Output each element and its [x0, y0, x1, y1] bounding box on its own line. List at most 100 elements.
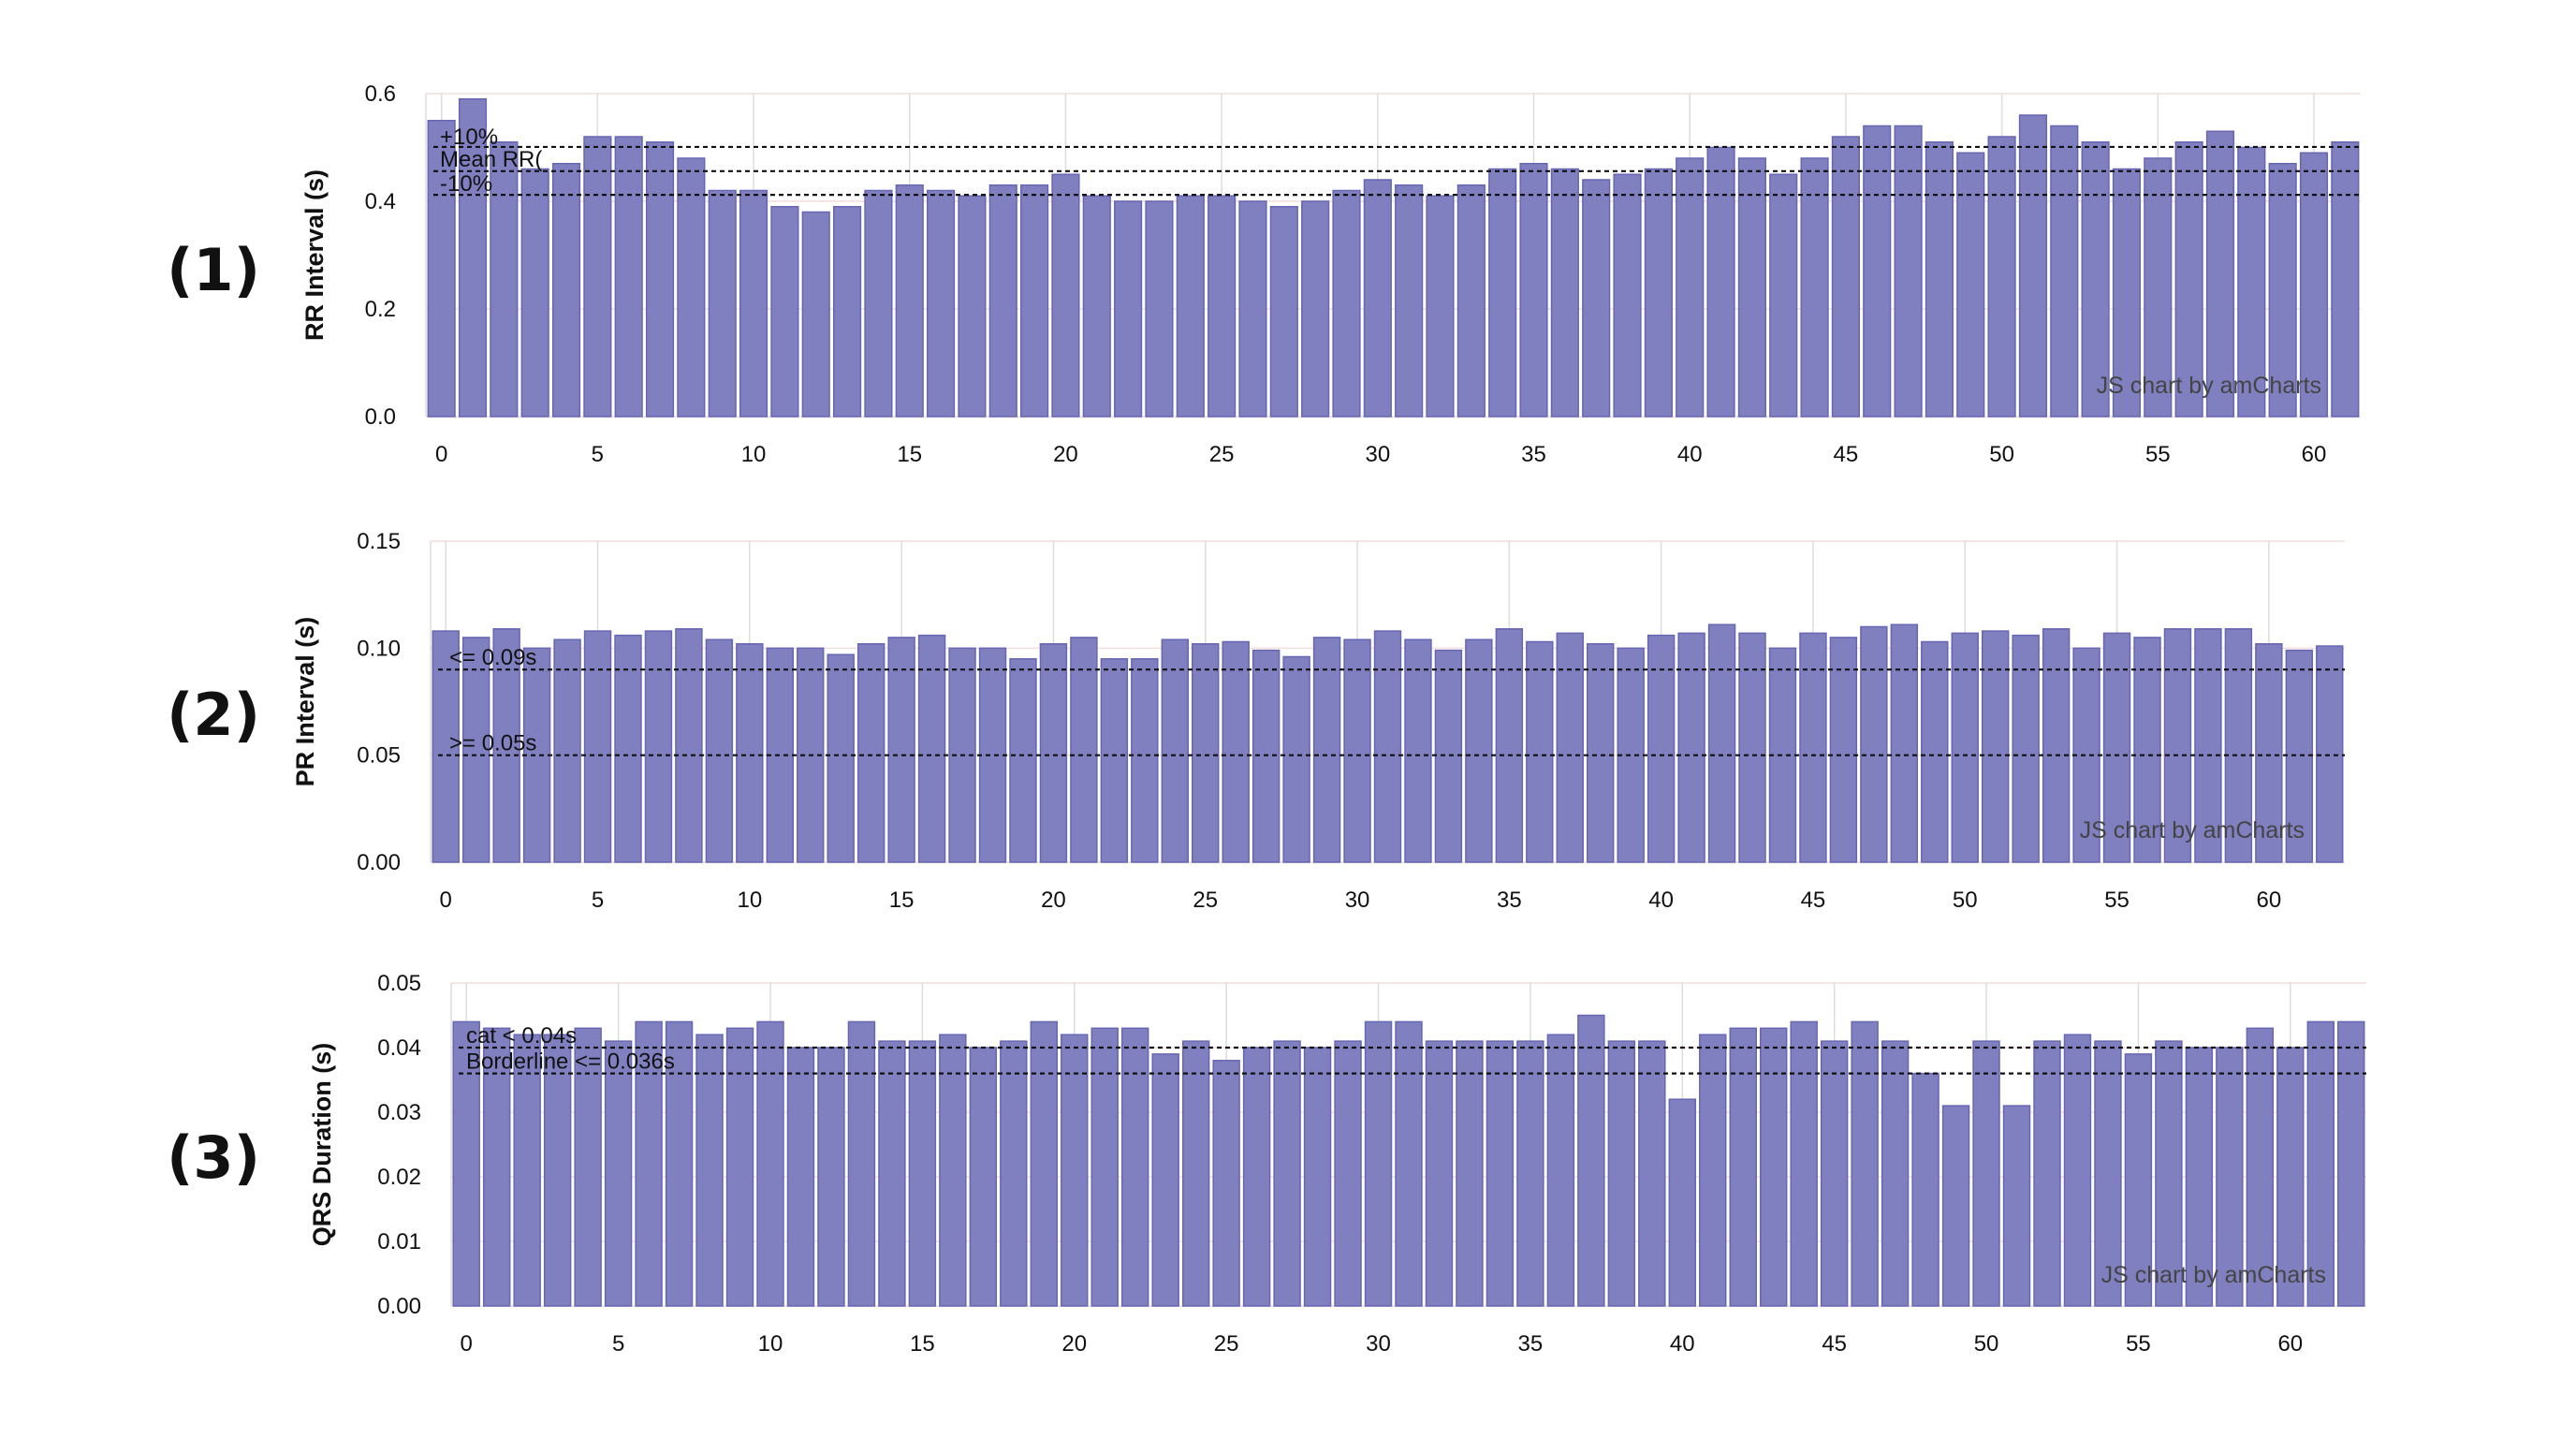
bar[interactable] — [1192, 643, 1220, 863]
bar[interactable] — [520, 168, 549, 418]
bar[interactable] — [847, 1020, 876, 1307]
bar[interactable] — [958, 195, 987, 418]
bar[interactable] — [665, 1020, 694, 1307]
bar[interactable] — [432, 630, 460, 863]
bar[interactable] — [1251, 649, 1281, 863]
bar[interactable] — [927, 189, 956, 418]
bar[interactable] — [2205, 130, 2235, 418]
bar[interactable] — [1799, 632, 1827, 863]
bar[interactable] — [2163, 628, 2192, 863]
bar[interactable] — [1238, 200, 1267, 418]
bar[interactable] — [2306, 1020, 2335, 1307]
bar[interactable] — [2174, 141, 2203, 418]
bar[interactable] — [2081, 141, 2110, 418]
bar[interactable] — [1526, 640, 1554, 863]
bar[interactable] — [2124, 1053, 2153, 1307]
bar[interactable] — [2012, 634, 2040, 863]
bar[interactable] — [2185, 1047, 2214, 1307]
bar[interactable] — [1303, 1047, 1332, 1307]
bar[interactable] — [1894, 125, 1923, 418]
bar[interactable] — [1831, 136, 1860, 418]
bar[interactable] — [452, 1020, 480, 1307]
amcharts-credit[interactable]: JS chart by amCharts — [2080, 817, 2305, 844]
bar[interactable] — [887, 637, 915, 863]
bar[interactable] — [736, 643, 764, 863]
bar[interactable] — [908, 1040, 937, 1307]
bar[interactable] — [1082, 195, 1111, 418]
bar[interactable] — [1181, 1040, 1210, 1307]
bar[interactable] — [1582, 179, 1611, 418]
bar[interactable] — [1546, 1034, 1575, 1307]
bar[interactable] — [695, 1034, 724, 1307]
bar[interactable] — [492, 628, 520, 863]
bar[interactable] — [1100, 658, 1129, 863]
bar[interactable] — [1145, 200, 1174, 418]
bar[interactable] — [988, 184, 1017, 418]
bar[interactable] — [490, 141, 519, 418]
bar[interactable] — [2155, 1040, 2183, 1307]
bar[interactable] — [2094, 1040, 2122, 1307]
bar[interactable] — [878, 1040, 906, 1307]
bar[interactable] — [1890, 624, 1919, 863]
bar[interactable] — [1647, 634, 1676, 863]
bar[interactable] — [1364, 1020, 1393, 1307]
bar[interactable] — [1972, 1040, 2000, 1307]
bar[interactable] — [583, 136, 612, 418]
bar[interactable] — [1607, 1040, 1636, 1307]
bar[interactable] — [1176, 195, 1205, 418]
bar[interactable] — [1332, 189, 1361, 418]
bar[interactable] — [1956, 152, 1985, 418]
bar[interactable] — [1425, 1040, 1454, 1307]
bar[interactable] — [1426, 195, 1455, 418]
bar[interactable] — [708, 189, 737, 418]
amcharts-credit[interactable]: JS chart by amCharts — [2097, 373, 2321, 399]
bar[interactable] — [645, 141, 675, 418]
bar[interactable] — [1668, 1098, 1697, 1307]
bar[interactable] — [2331, 141, 2360, 418]
bar[interactable] — [856, 643, 886, 863]
bar[interactable] — [604, 1040, 633, 1307]
bar[interactable] — [1242, 1047, 1271, 1307]
bar[interactable] — [644, 630, 673, 863]
bar[interactable] — [786, 1047, 815, 1307]
bar[interactable] — [2316, 645, 2344, 863]
bar[interactable] — [1301, 200, 1330, 418]
bar[interactable] — [2216, 1047, 2244, 1307]
bar[interactable] — [1925, 141, 1954, 418]
bar[interactable] — [895, 184, 924, 418]
bar[interactable] — [1759, 1027, 1788, 1307]
bar[interactable] — [2063, 1034, 2092, 1307]
bar[interactable] — [1550, 168, 1579, 418]
bar[interactable] — [1395, 184, 1424, 418]
bar[interactable] — [2133, 637, 2161, 863]
bar[interactable] — [2002, 1105, 2031, 1307]
bar[interactable] — [2112, 168, 2142, 418]
bar[interactable] — [2033, 1040, 2061, 1307]
bar[interactable] — [1707, 624, 1736, 863]
bar[interactable] — [1495, 628, 1524, 863]
bar[interactable] — [1030, 1020, 1059, 1307]
bar[interactable] — [1465, 638, 1493, 863]
bar[interactable] — [427, 120, 456, 418]
bar[interactable] — [1981, 630, 2010, 863]
bar[interactable] — [1829, 637, 1858, 863]
bar[interactable] — [1051, 173, 1080, 418]
bar[interactable] — [1456, 1040, 1484, 1307]
bar[interactable] — [1161, 638, 1189, 863]
bar[interactable] — [939, 1034, 967, 1307]
bar[interactable] — [2255, 643, 2283, 863]
bar[interactable] — [2268, 163, 2297, 418]
bar[interactable] — [1212, 1060, 1240, 1307]
bar[interactable] — [1488, 168, 1517, 418]
bar[interactable] — [1151, 1053, 1179, 1307]
bar[interactable] — [1556, 632, 1584, 863]
bar[interactable] — [1768, 647, 1797, 863]
bar[interactable] — [1676, 157, 1705, 418]
bar[interactable] — [1860, 625, 1888, 863]
bar[interactable] — [2042, 628, 2071, 863]
bar[interactable] — [1516, 1040, 1544, 1307]
bar[interactable] — [675, 628, 703, 863]
bar[interactable] — [1120, 1027, 1149, 1307]
bar[interactable] — [1820, 1040, 1849, 1307]
bar[interactable] — [1486, 1040, 1515, 1307]
